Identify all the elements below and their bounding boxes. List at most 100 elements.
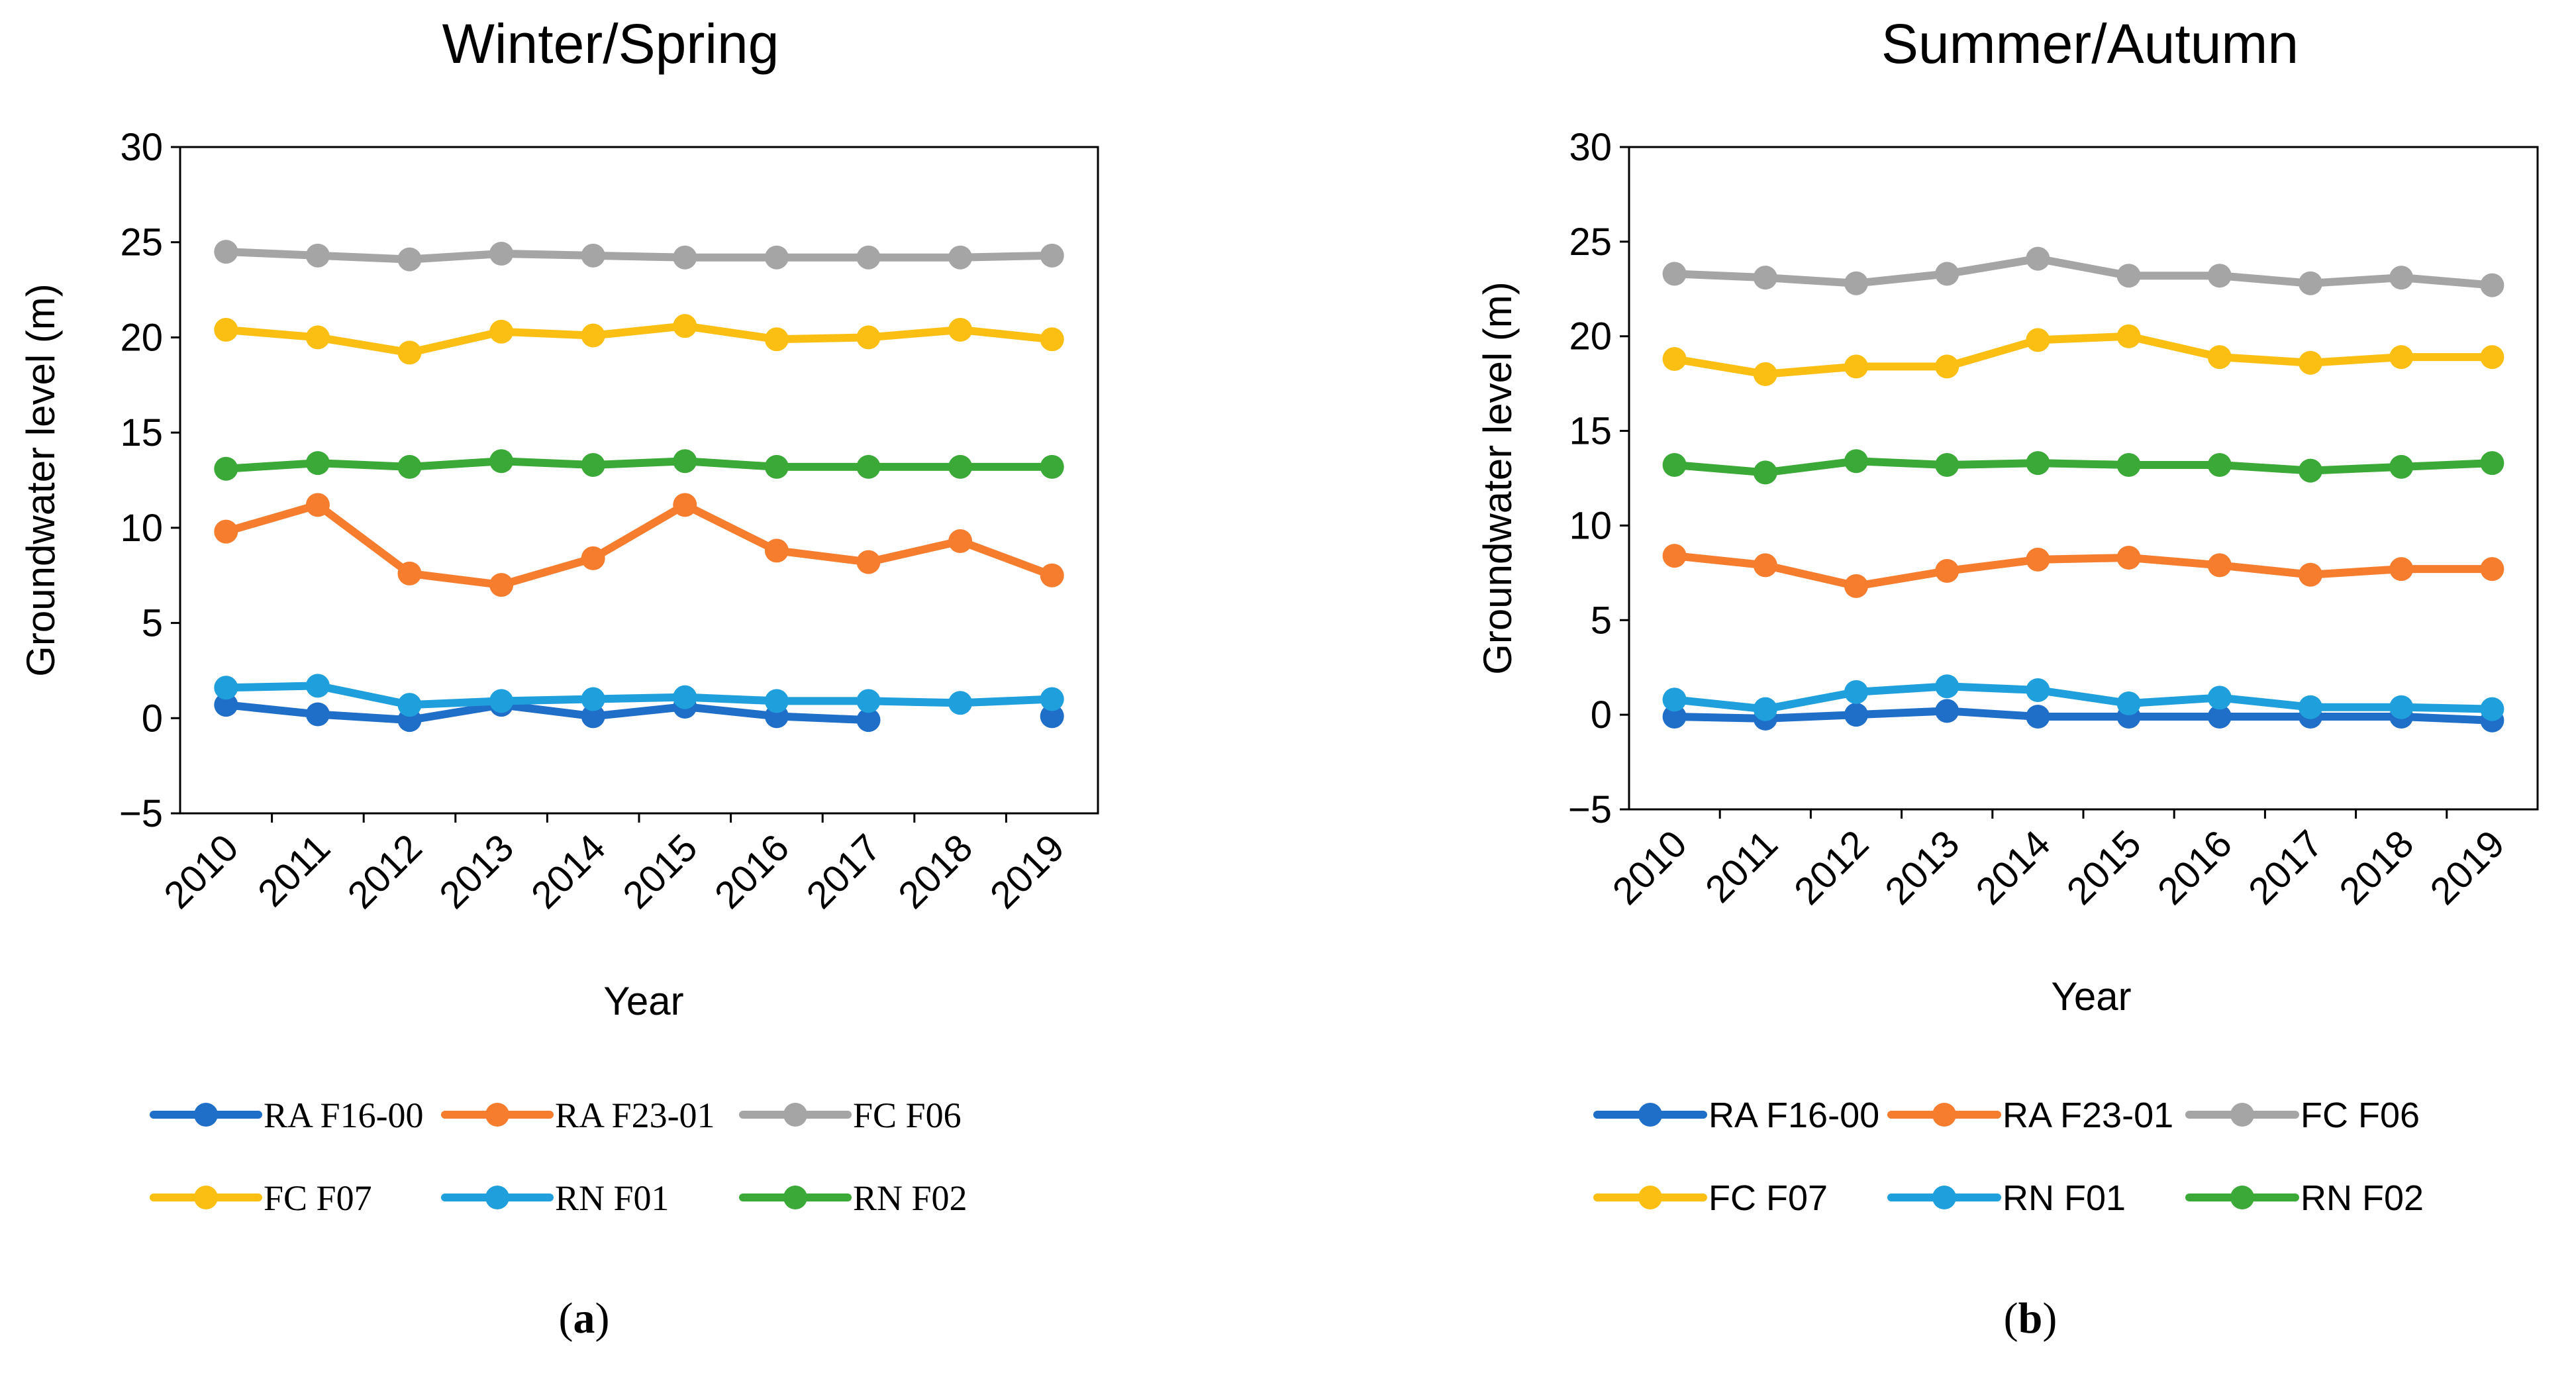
data-point — [2389, 266, 2414, 290]
y-tick-label: 20 — [1569, 315, 1612, 358]
data-point — [856, 325, 881, 350]
series-ra-f23-01 — [214, 493, 1064, 597]
data-point — [856, 689, 881, 713]
data-point — [397, 454, 422, 479]
data-point — [948, 691, 973, 715]
data-point — [1662, 453, 1687, 477]
data-point — [2116, 691, 2141, 715]
data-point — [856, 454, 881, 479]
data-point — [214, 317, 238, 342]
y-tick-label: 25 — [1569, 221, 1612, 264]
data-point — [948, 317, 973, 342]
data-point — [1935, 354, 1959, 379]
data-point — [2299, 350, 2322, 375]
data-point — [305, 674, 330, 698]
data-point — [2299, 271, 2322, 295]
legend-label: FC F07 — [1709, 1178, 1828, 1218]
data-point — [2116, 453, 2141, 477]
legend-item: RA F23-01 — [1887, 1095, 2173, 1135]
data-point — [2207, 345, 2232, 370]
caption-paren-close: ) — [2042, 1294, 2057, 1343]
legend-label: FC F07 — [264, 1178, 372, 1218]
data-point — [305, 243, 330, 268]
legend-marker — [485, 1186, 509, 1209]
legend-item: RA F16-00 — [1593, 1095, 1879, 1135]
caption-paren-open: ( — [559, 1294, 573, 1343]
data-point — [581, 687, 605, 711]
legend-item: FC F07 — [150, 1178, 372, 1218]
data-point — [397, 561, 422, 585]
data-point — [305, 702, 330, 727]
data-point — [489, 449, 514, 474]
data-point — [1844, 703, 1868, 727]
chart-title: Winter/Spring — [442, 13, 779, 75]
x-tick-label: 2015 — [2059, 822, 2150, 913]
chart-title: Summer/Autumn — [1881, 13, 2299, 75]
series-line — [222, 457, 1056, 473]
y-tick-label: 30 — [120, 126, 163, 169]
data-point — [673, 245, 697, 270]
data-point — [1753, 553, 1777, 578]
series-line — [1670, 707, 2497, 725]
data-point — [1662, 262, 1687, 286]
legend-marker — [1638, 1103, 1662, 1127]
data-point — [397, 693, 422, 717]
legend-label: RA F23-01 — [2003, 1095, 2173, 1135]
data-point — [2480, 273, 2504, 297]
legend-marker — [194, 1186, 218, 1209]
data-point — [489, 689, 514, 713]
series-fc-f06 — [214, 240, 1064, 272]
x-tick-label: 2017 — [2240, 822, 2331, 913]
data-point — [2480, 557, 2504, 582]
data-point — [1662, 347, 1687, 371]
data-point — [2299, 695, 2322, 719]
data-point — [856, 550, 881, 574]
data-point — [214, 519, 238, 544]
y-tick-label: 25 — [120, 221, 163, 264]
caption-paren-close: ) — [595, 1294, 610, 1343]
data-point — [214, 456, 238, 481]
legend-label: RN F01 — [555, 1178, 669, 1218]
x-axis-label: Year — [603, 979, 683, 1023]
data-point — [2480, 697, 2504, 721]
data-point — [305, 493, 330, 517]
y-tick-label: −5 — [119, 792, 163, 835]
data-point — [305, 451, 330, 476]
x-tick-label: 2010 — [1605, 822, 1695, 913]
data-point — [1753, 266, 1777, 290]
series-line — [1670, 457, 2497, 477]
series-line — [1670, 332, 2497, 378]
data-point — [2299, 458, 2322, 483]
legend-item: RN F01 — [1887, 1178, 2126, 1218]
series-line — [1670, 682, 2497, 713]
data-point — [1040, 687, 1064, 711]
x-tick-label: 2016 — [2150, 822, 2240, 913]
data-point — [214, 693, 238, 717]
data-point — [1935, 674, 1959, 699]
y-tick-label: 15 — [120, 411, 163, 454]
series-fc-f07 — [214, 314, 1064, 365]
data-point — [948, 245, 973, 270]
x-tick-label: 2018 — [890, 826, 981, 917]
y-axis-label: Groundwater level (m) — [1475, 281, 1520, 675]
data-point — [2389, 345, 2414, 370]
data-point — [581, 453, 605, 478]
data-point — [2207, 264, 2232, 288]
panel-caption: (a) — [559, 1294, 610, 1343]
x-tick-label: 2015 — [615, 826, 705, 917]
legend-marker — [1932, 1186, 1956, 1209]
data-point — [1844, 271, 1868, 295]
x-tick-label: 2018 — [2331, 822, 2422, 913]
data-point — [489, 241, 514, 266]
x-tick-label: 2011 — [1697, 822, 1786, 911]
data-point — [2389, 695, 2414, 719]
legend-marker — [194, 1103, 218, 1127]
legend-label: FC F06 — [853, 1095, 962, 1135]
data-point — [2389, 454, 2414, 479]
y-tick-label: 5 — [1591, 599, 1612, 642]
data-point — [764, 689, 789, 713]
series-rn-f02 — [214, 449, 1064, 481]
legend-label: RA F16-00 — [1709, 1095, 1879, 1135]
legend-item: RA F16-00 — [150, 1095, 424, 1135]
